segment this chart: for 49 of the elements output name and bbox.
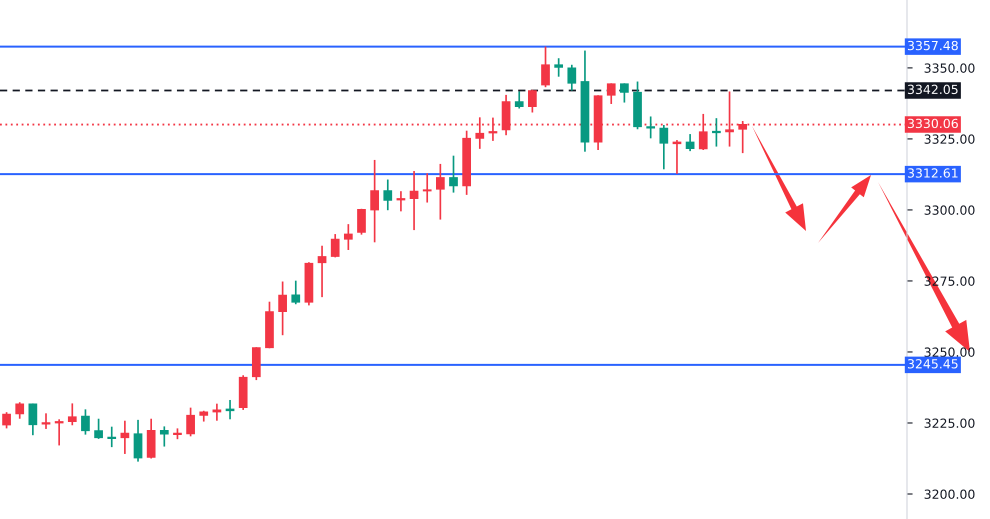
candlestick xyxy=(370,159,379,244)
candlestick xyxy=(659,124,668,170)
candlestick xyxy=(28,402,38,436)
candlestick xyxy=(54,418,64,446)
candlestick xyxy=(357,208,366,236)
candlestick xyxy=(436,163,445,220)
y-tick-label: 3300.00 xyxy=(924,205,975,215)
ref-line-label: 3312.61 xyxy=(908,168,958,178)
candlestick xyxy=(606,82,616,105)
candlestick xyxy=(160,426,169,448)
candlestick xyxy=(15,401,24,420)
candlestick xyxy=(330,233,340,258)
candlestick xyxy=(528,88,537,114)
candlestick xyxy=(422,172,432,204)
candlestick xyxy=(278,280,287,336)
y-tick-label: 3350.00 xyxy=(924,63,975,73)
y-tick-label: 3250.00 xyxy=(924,347,975,357)
candlestick xyxy=(686,133,694,152)
ref-line-label: 3330.06 xyxy=(908,118,958,128)
y-tick-label: 3325.00 xyxy=(924,134,975,144)
candlestick xyxy=(42,412,50,430)
candlestick xyxy=(94,418,103,440)
candlestick xyxy=(344,223,353,251)
candlestick xyxy=(173,428,182,440)
candlestick xyxy=(120,420,130,455)
candlestick xyxy=(383,178,392,212)
candlestick xyxy=(186,406,195,438)
candlestick xyxy=(68,402,77,426)
candlestick xyxy=(291,280,300,306)
candlestick xyxy=(567,64,576,92)
candlestick xyxy=(541,46,550,88)
candlestick xyxy=(514,90,524,110)
ref-line-label: 3357.48 xyxy=(908,40,958,50)
candlestick xyxy=(212,402,222,422)
candlestick xyxy=(396,190,406,212)
candlestick xyxy=(318,244,326,298)
candlestick xyxy=(672,139,682,175)
y-tick-label: 3225.00 xyxy=(924,418,975,428)
candlestick xyxy=(449,154,458,194)
ref-line-label: 3245.45 xyxy=(908,359,958,369)
candlestick xyxy=(620,82,629,104)
candlestick xyxy=(712,117,721,148)
y-tick-label: 3200.00 xyxy=(924,489,975,499)
candlestick xyxy=(81,408,90,436)
ref-line-label: 3342.05 xyxy=(908,84,958,94)
candlestick xyxy=(2,411,11,430)
candlestick xyxy=(226,399,234,420)
candlestick xyxy=(410,170,418,231)
candlestick xyxy=(199,410,208,422)
